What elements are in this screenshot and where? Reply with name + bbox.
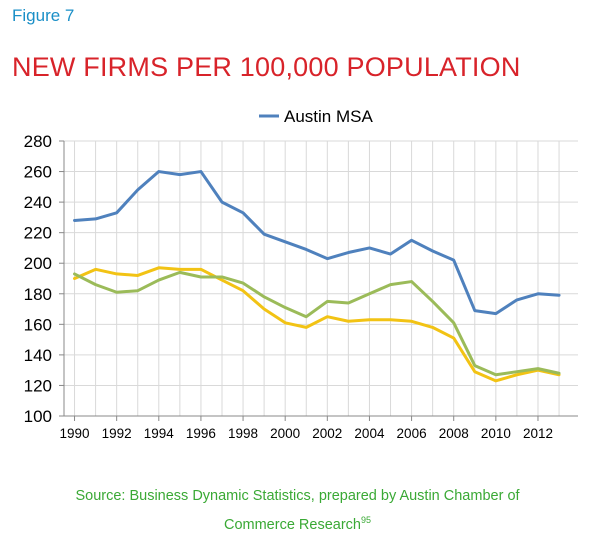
y-tick-label: 180 (24, 285, 52, 304)
x-tick-label: 1994 (144, 426, 175, 441)
x-tick-label: 2004 (354, 426, 385, 441)
source-line-1: Source: Business Dynamic Statistics, pre… (75, 488, 520, 504)
y-tick-label: 160 (24, 315, 52, 334)
x-tick-label: 2002 (312, 426, 342, 441)
source-footnote: 95 (360, 515, 371, 525)
y-tick-label: 280 (24, 132, 52, 151)
x-tick-label: 2012 (523, 426, 553, 441)
series-line-austin-msa (73, 170, 561, 316)
x-axis-ticks: 1990 1992 1994 1996 1998 2000 2002 2004 2006 2008… (60, 416, 553, 441)
series-line-unlabeled (73, 270, 561, 377)
series-lines (73, 170, 561, 383)
y-tick-label: 120 (24, 376, 52, 395)
x-tick-label: 2010 (481, 426, 511, 441)
y-tick-label: 220 (24, 224, 52, 243)
source-line-2: Commerce Research (223, 517, 361, 533)
gridlines (64, 140, 578, 417)
x-tick-label: 1992 (102, 426, 132, 441)
legend-label: Austin MSA (284, 107, 373, 126)
page-title: NEW FIRMS PER 100,000 POPULATION (12, 52, 521, 82)
y-axis-ticks: 100 120 140 160 180 200 220 240 260 280 (24, 132, 64, 426)
y-tick-label: 140 (24, 346, 52, 365)
line-chart: Austin MSA 100 120 140 160 180 200 220 240 260 28… (24, 107, 578, 441)
y-tick-label: 100 (24, 407, 52, 426)
y-tick-label: 240 (24, 193, 52, 212)
series-line-unlabeled (73, 266, 561, 383)
chart: Austin MSA 100 120 140 160 180 200 220 240 260 28… (0, 96, 595, 456)
figure-label: Figure 7 (12, 6, 75, 25)
source-note: Source: Business Dynamic Statistics, pre… (0, 484, 595, 537)
x-tick-label: 1998 (228, 426, 258, 441)
axes (63, 141, 578, 417)
legend: Austin MSA (259, 107, 373, 126)
y-tick-label: 260 (24, 163, 52, 182)
x-tick-label: 1990 (60, 426, 90, 441)
x-tick-label: 2008 (439, 426, 469, 441)
x-tick-label: 2000 (270, 426, 300, 441)
y-tick-label: 200 (24, 254, 52, 273)
x-tick-label: 2006 (397, 426, 427, 441)
x-tick-label: 1996 (186, 426, 216, 441)
